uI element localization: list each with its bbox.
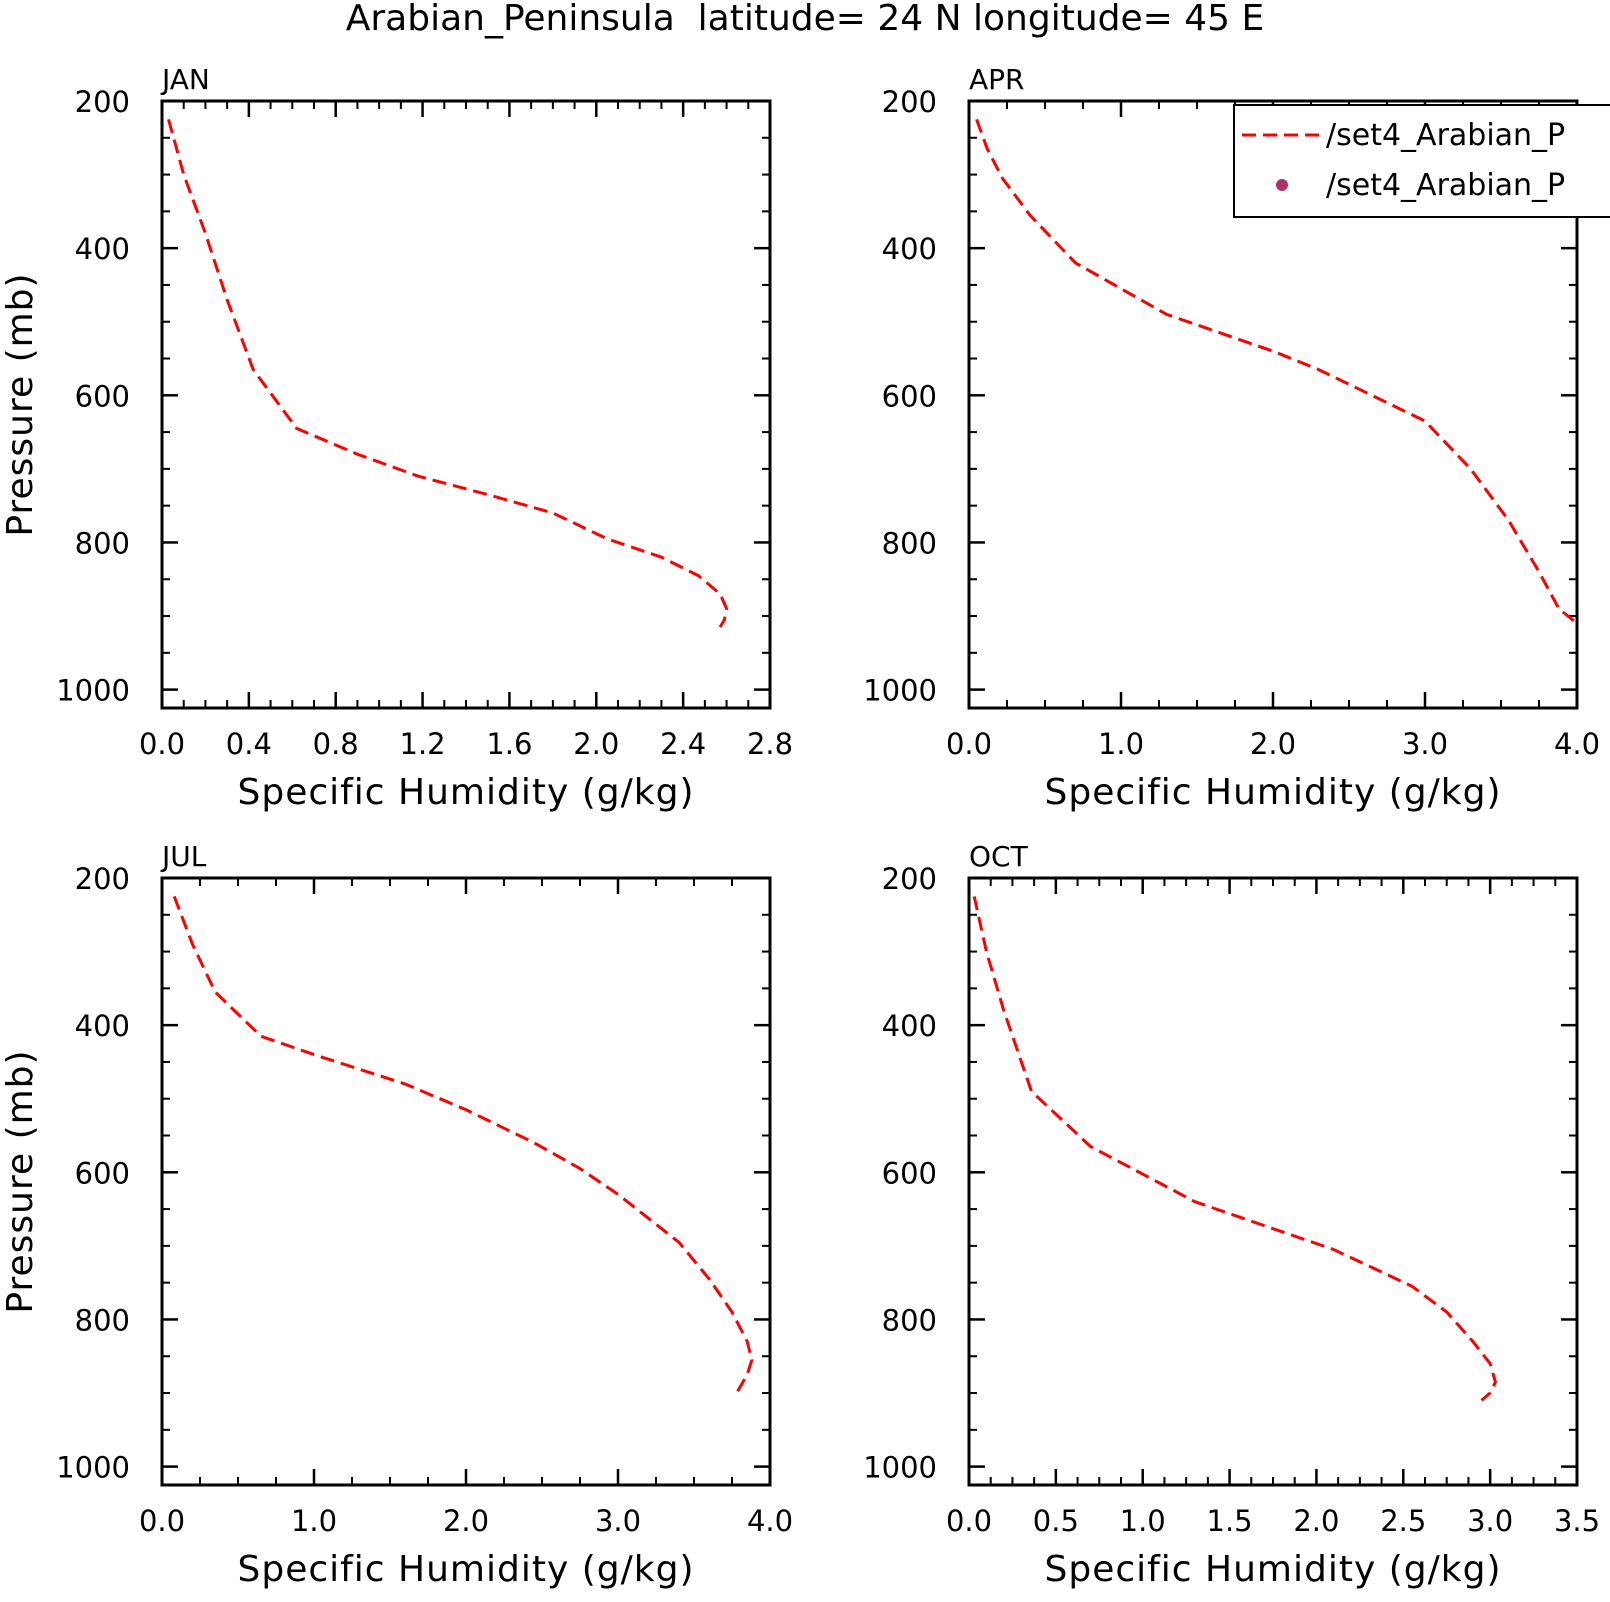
x-tick-label: 2.0 <box>1250 727 1296 761</box>
x-tick-label: 4.0 <box>747 1504 793 1538</box>
plot-frame <box>160 876 772 1487</box>
x-tick-label: 3.5 <box>1554 1504 1600 1538</box>
y-tick-label: 600 <box>75 1156 130 1190</box>
x-tick-label: 1.0 <box>1120 1504 1166 1538</box>
x-tick-label: 3.0 <box>595 1504 641 1538</box>
x-tick-label: 2.0 <box>573 727 619 761</box>
legend: /set4_Arabian_P/set4_Arabian_P <box>1233 104 1610 218</box>
y-tick-label: 200 <box>882 862 937 896</box>
y-tick-label: 1000 <box>863 1451 937 1485</box>
y-tick-label: 600 <box>75 379 130 413</box>
y-tick-label: 1000 <box>863 674 937 708</box>
legend-entry-label: /set4_Arabian_P <box>1326 118 1565 153</box>
series-line <box>167 119 729 628</box>
y-tick-label: 400 <box>882 1009 937 1043</box>
series-line <box>975 118 1578 625</box>
chart-panel-oct: 0.0 0.5 1.0 1.5 2.0 2.5 3.0 3.5 200 400 600 800 1000… <box>863 840 1600 1590</box>
x-axis-title: Specific Humidity (g/kg) <box>237 772 694 813</box>
plot-frame <box>967 876 1579 1487</box>
x-tick-label: 3.0 <box>1467 1504 1513 1538</box>
x-tick-label: 0.0 <box>946 727 992 761</box>
panel-label: JAN <box>160 63 210 96</box>
x-axis-title: Specific Humidity (g/kg) <box>237 1549 694 1590</box>
x-axis-title: Specific Humidity (g/kg) <box>1044 1549 1501 1590</box>
x-tick-label: 2.0 <box>443 1504 489 1538</box>
x-tick-label: 0.0 <box>139 727 185 761</box>
x-tick-label: 1.6 <box>486 727 532 761</box>
x-tick-label: 1.5 <box>1207 1504 1253 1538</box>
x-tick-label: 0.5 <box>1033 1504 1079 1538</box>
y-tick-label: 200 <box>75 85 130 119</box>
x-tick-label: 1.0 <box>1098 727 1144 761</box>
y-tick-label: 400 <box>75 232 130 266</box>
legend-box <box>1233 104 1610 218</box>
x-tick-label: 2.8 <box>747 727 793 761</box>
y-tick-label: 1000 <box>56 1451 130 1485</box>
x-tick-label: 0.8 <box>313 727 359 761</box>
x-tick-label: 0.0 <box>139 1504 185 1538</box>
figure-title: Arabian_Peninsula latitude= 24 N longitu… <box>346 0 1265 39</box>
y-tick-label: 200 <box>75 862 130 896</box>
y-tick-label: 800 <box>882 526 937 560</box>
panel-label: APR <box>969 63 1025 96</box>
y-tick-label: 600 <box>882 1156 937 1190</box>
legend-entry-label: /set4_Arabian_P <box>1326 168 1565 203</box>
y-tick-label: 800 <box>75 1303 130 1337</box>
y-tick-label: 200 <box>882 85 937 119</box>
legend-dot-swatch <box>1276 179 1288 191</box>
y-tick-label: 400 <box>75 1009 130 1043</box>
x-tick-label: 2.0 <box>1293 1504 1339 1538</box>
y-axis-title: Pressure (mb) <box>0 272 41 536</box>
x-tick-label: 0.4 <box>226 727 272 761</box>
x-tick-label: 3.0 <box>1402 727 1448 761</box>
x-tick-label: 1.0 <box>291 1504 337 1538</box>
y-axis-title: Pressure (mb) <box>0 1049 41 1313</box>
x-tick-label: 2.5 <box>1380 1504 1426 1538</box>
y-tick-label: 800 <box>882 1303 937 1337</box>
plot-frame <box>160 99 772 710</box>
series-line <box>972 896 1497 1402</box>
y-tick-label: 600 <box>882 379 937 413</box>
panel-label: OCT <box>969 840 1029 873</box>
x-axis-title: Specific Humidity (g/kg) <box>1044 772 1501 813</box>
x-tick-label: 0.0 <box>946 1504 992 1538</box>
chart-panel-jan: 0.0 0.4 0.8 1.2 1.6 2.0 2.4 2.8 200 400 600 800 1000… <box>0 63 793 813</box>
series-line <box>172 895 754 1394</box>
y-tick-label: 1000 <box>56 674 130 708</box>
x-tick-label: 4.0 <box>1554 727 1600 761</box>
panel-label: JUL <box>160 840 207 873</box>
x-tick-label: 2.4 <box>660 727 706 761</box>
x-tick-label: 1.2 <box>400 727 446 761</box>
y-tick-label: 400 <box>882 232 937 266</box>
chart-panel-jul: 0.0 1.0 2.0 3.0 4.0 200 400 600 800 1000 JUL Specif… <box>0 840 793 1590</box>
y-tick-label: 800 <box>75 526 130 560</box>
